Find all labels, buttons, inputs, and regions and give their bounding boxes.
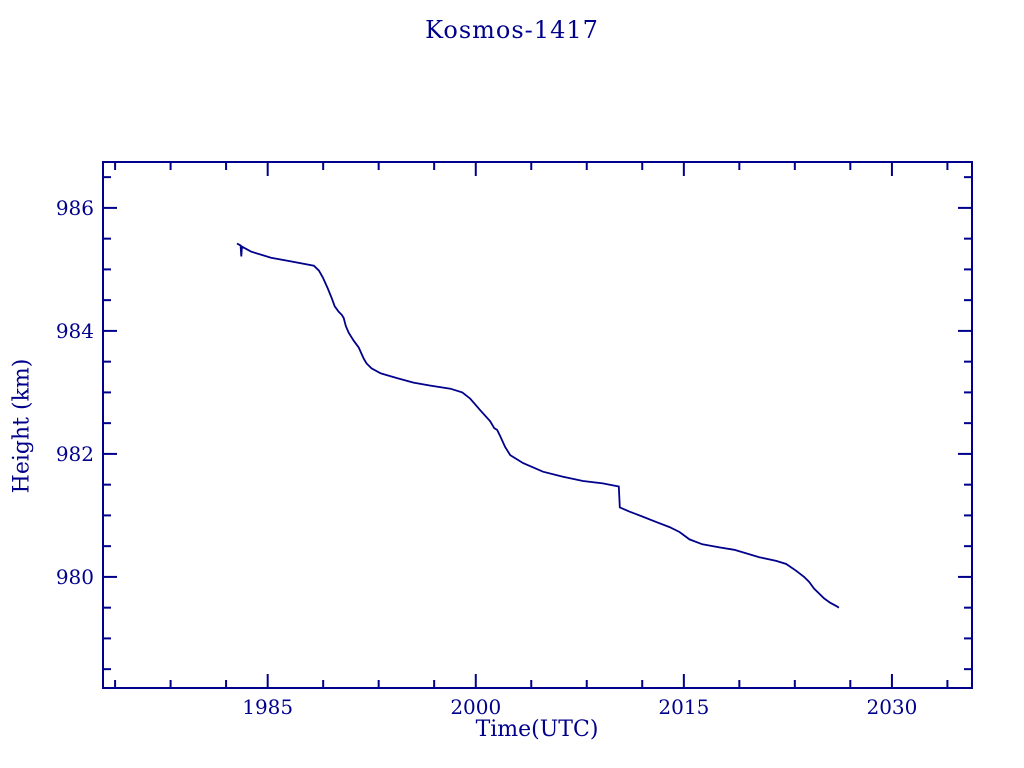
x-tick-label: 2030: [866, 695, 918, 719]
x-tick-label: 2000: [450, 695, 502, 719]
plot-frame: [102, 161, 973, 689]
x-tick-label: 2015: [658, 695, 710, 719]
y-axis-label: Height (km): [9, 358, 35, 494]
x-axis-label: Time(UTC): [475, 717, 599, 742]
y-tick-label: 984: [55, 318, 94, 343]
y-tick-label: 982: [55, 441, 94, 466]
y-tick-label: 986: [55, 195, 94, 220]
y-tick-label: 980: [55, 564, 94, 589]
chart-title: Kosmos-1417: [425, 16, 599, 44]
plot-canvas: [104, 163, 971, 687]
x-tick-label: 1985: [242, 695, 294, 719]
data-series-line: [236, 242, 840, 609]
